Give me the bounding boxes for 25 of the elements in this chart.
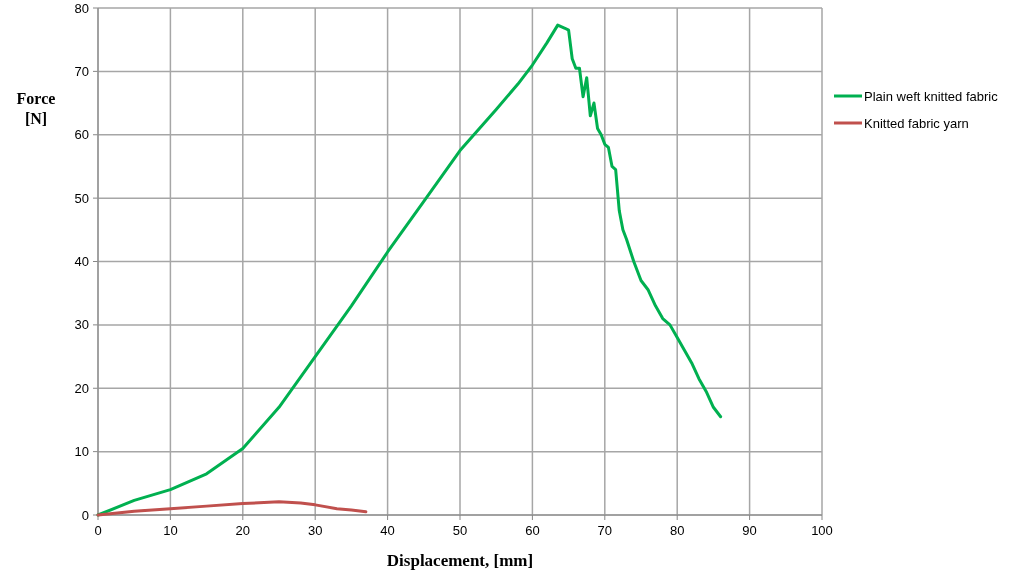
x-tick-label: 90	[742, 523, 757, 538]
y-tick-label: 70	[74, 63, 89, 79]
x-tick-label: 40	[380, 523, 395, 538]
y-axis-title: Force [N]	[16, 90, 56, 127]
x-tick-label: 100	[811, 523, 833, 538]
x-tick-label: 0	[94, 523, 102, 538]
y-tick-label: 40	[74, 254, 89, 270]
y-tick-label: 80	[74, 0, 89, 16]
y-tick-label: 50	[74, 190, 89, 206]
y-tick-label: 20	[74, 380, 89, 396]
y-tick-label: 60	[74, 127, 89, 143]
x-tick-label: 30	[307, 523, 323, 538]
y-tick-label: 0	[81, 507, 89, 523]
y-tick-label: 10	[74, 444, 89, 460]
x-tick-label: 50	[452, 523, 468, 538]
legend-label: Plain weft knitted fabric	[864, 88, 999, 104]
x-tick-label: 20	[235, 523, 251, 538]
x-axis-title: Displacement, [mm]	[386, 551, 534, 570]
line-series	[96, 500, 368, 517]
x-tick-label: 10	[163, 523, 178, 538]
x-tick-label: 70	[597, 523, 613, 538]
x-tick-label: 80	[669, 523, 685, 538]
y-tick-label: 30	[74, 317, 89, 333]
x-tick-label: 60	[525, 523, 540, 538]
legend-label: Knitted fabric yarn	[864, 115, 969, 131]
